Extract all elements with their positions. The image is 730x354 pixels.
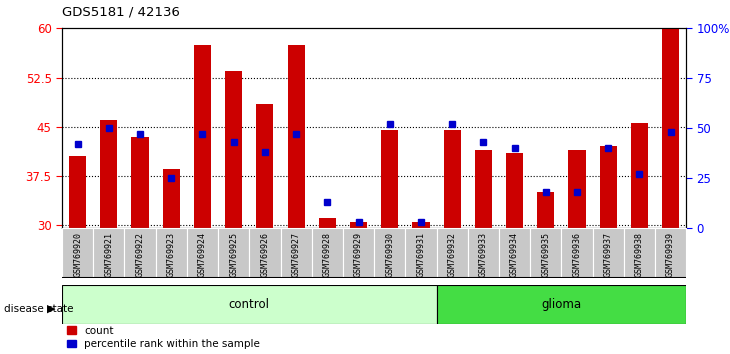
Bar: [593, 228, 623, 278]
Text: GDS5181 / 42136: GDS5181 / 42136: [62, 5, 180, 18]
Bar: [561, 228, 593, 278]
Bar: [444, 130, 461, 228]
Bar: [62, 228, 93, 278]
Text: GSM769924: GSM769924: [198, 232, 207, 277]
Bar: [93, 228, 124, 278]
Bar: [537, 192, 554, 228]
Bar: [374, 228, 405, 278]
Text: GSM769922: GSM769922: [136, 232, 145, 277]
Text: GSM769931: GSM769931: [416, 232, 426, 277]
Bar: [599, 146, 617, 228]
Text: GSM769928: GSM769928: [323, 232, 332, 277]
Text: GSM769932: GSM769932: [447, 232, 457, 277]
Bar: [194, 45, 211, 228]
Bar: [256, 104, 274, 228]
Text: GSM769923: GSM769923: [166, 232, 176, 277]
Bar: [623, 228, 655, 278]
Bar: [62, 285, 437, 324]
Legend: count, percentile rank within the sample: count, percentile rank within the sample: [67, 326, 260, 349]
Bar: [124, 228, 155, 278]
Bar: [499, 228, 530, 278]
Bar: [350, 222, 367, 228]
Bar: [225, 71, 242, 228]
Text: GSM769925: GSM769925: [229, 232, 238, 277]
Bar: [163, 169, 180, 228]
Text: glioma: glioma: [542, 298, 581, 311]
Text: GSM769935: GSM769935: [541, 232, 550, 277]
Bar: [280, 228, 312, 278]
Text: GSM769938: GSM769938: [635, 232, 644, 277]
Text: GSM769926: GSM769926: [261, 232, 269, 277]
Bar: [69, 156, 86, 228]
Bar: [381, 130, 399, 228]
Text: GSM769920: GSM769920: [73, 232, 82, 277]
Bar: [474, 150, 492, 228]
Text: GSM769936: GSM769936: [572, 232, 582, 277]
Bar: [343, 228, 374, 278]
Bar: [319, 218, 336, 228]
Text: GSM769927: GSM769927: [291, 232, 301, 277]
Bar: [530, 228, 561, 278]
Text: GSM769939: GSM769939: [666, 232, 675, 277]
Bar: [468, 228, 499, 278]
Bar: [218, 228, 249, 278]
Text: GSM769937: GSM769937: [604, 232, 612, 277]
Bar: [187, 228, 218, 278]
Bar: [412, 222, 429, 228]
Text: GSM769921: GSM769921: [104, 232, 113, 277]
Bar: [249, 228, 280, 278]
Bar: [655, 228, 686, 278]
Bar: [312, 228, 343, 278]
Bar: [506, 153, 523, 228]
Bar: [100, 120, 118, 228]
Bar: [631, 124, 648, 228]
Text: disease state: disease state: [4, 304, 73, 314]
Text: GSM769930: GSM769930: [385, 232, 394, 277]
Text: GSM769929: GSM769929: [354, 232, 363, 277]
Text: control: control: [228, 298, 270, 311]
Bar: [569, 150, 585, 228]
Bar: [155, 228, 187, 278]
Text: GSM769934: GSM769934: [510, 232, 519, 277]
Bar: [437, 228, 468, 278]
Bar: [662, 28, 679, 228]
Bar: [437, 285, 686, 324]
Bar: [131, 137, 149, 228]
Text: GSM769933: GSM769933: [479, 232, 488, 277]
Text: ▶: ▶: [47, 304, 55, 314]
Bar: [405, 228, 437, 278]
Bar: [288, 45, 304, 228]
